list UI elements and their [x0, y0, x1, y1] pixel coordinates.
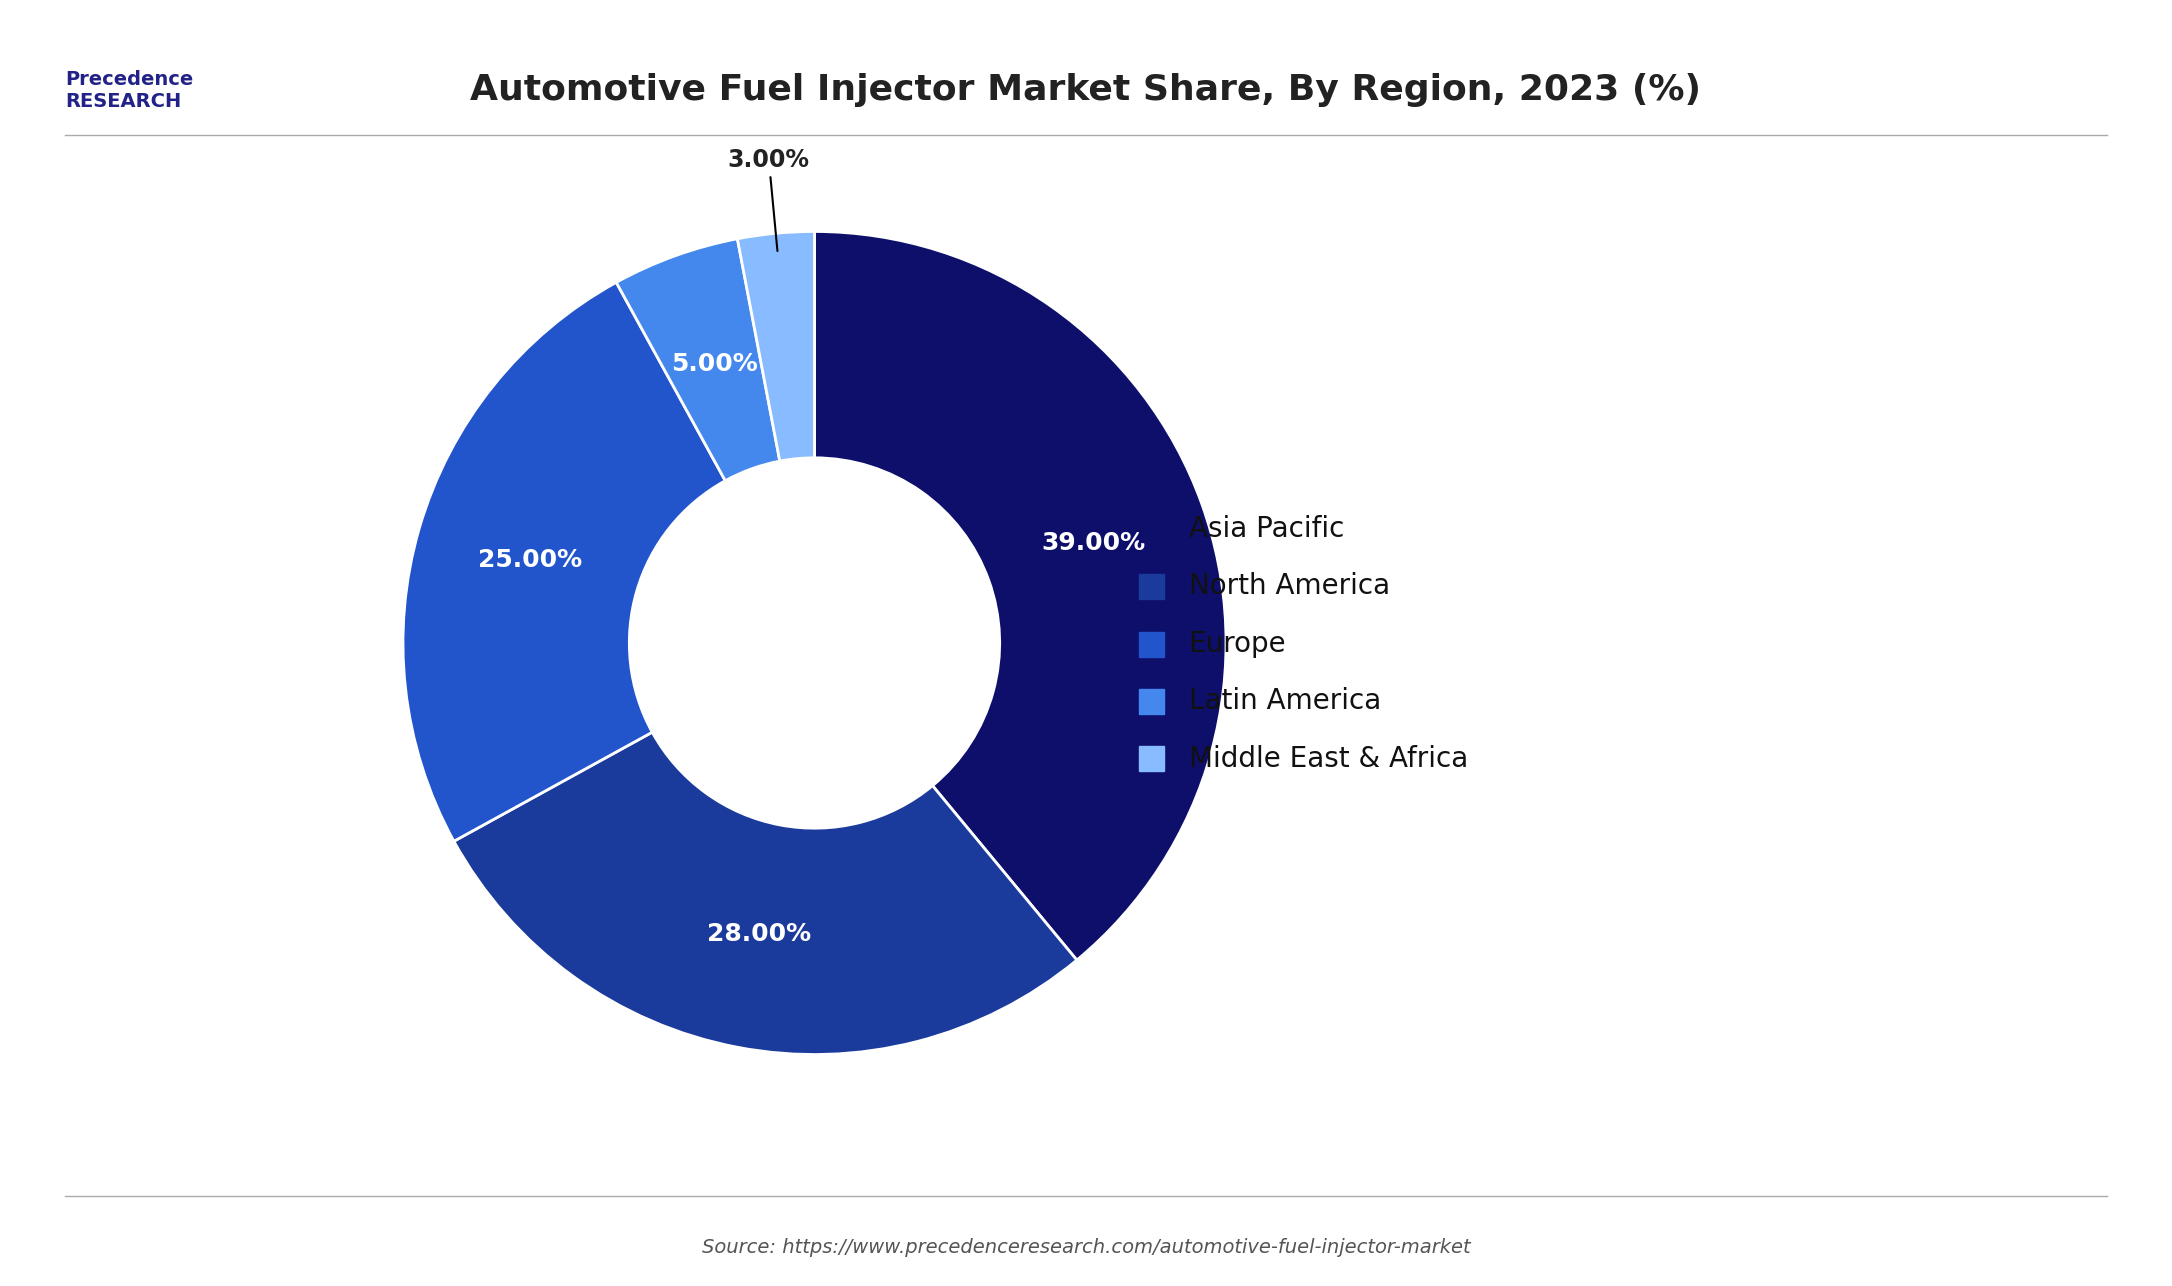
Wedge shape [617, 239, 780, 481]
Text: Precedence
RESEARCH: Precedence RESEARCH [65, 69, 193, 111]
Text: 39.00%: 39.00% [1040, 531, 1145, 554]
Text: 28.00%: 28.00% [706, 922, 810, 946]
Text: Source: https://www.precedenceresearch.com/automotive-fuel-injector-market: Source: https://www.precedenceresearch.c… [702, 1238, 1470, 1256]
Text: 5.00%: 5.00% [671, 352, 758, 377]
Wedge shape [404, 283, 725, 841]
Text: Automotive Fuel Injector Market Share, By Region, 2023 (%): Automotive Fuel Injector Market Share, B… [471, 73, 1701, 107]
Wedge shape [736, 231, 814, 462]
Legend: Asia Pacific, North America, Europe, Latin America, Middle East & Africa: Asia Pacific, North America, Europe, Lat… [1116, 491, 1490, 795]
Wedge shape [454, 732, 1077, 1055]
Text: 25.00%: 25.00% [478, 548, 582, 572]
Wedge shape [814, 231, 1225, 961]
Text: 3.00%: 3.00% [728, 148, 810, 251]
